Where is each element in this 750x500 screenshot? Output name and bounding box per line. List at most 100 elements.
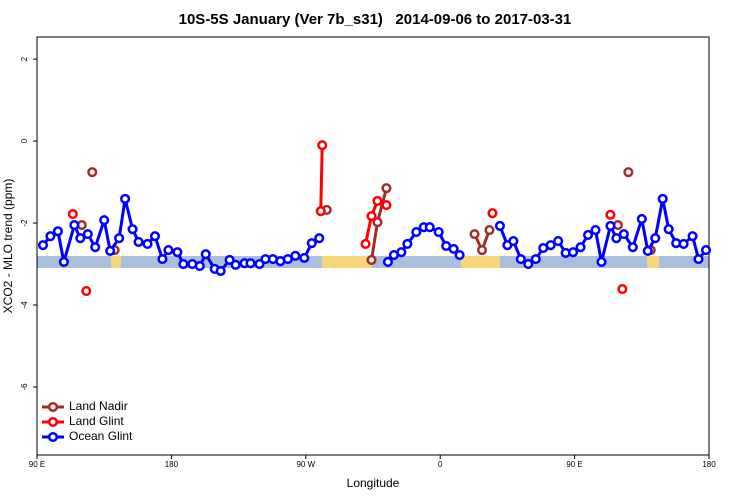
point: [523, 258, 534, 270]
point: [530, 254, 541, 265]
point: [366, 254, 377, 265]
legend-label: Land Glint: [69, 414, 124, 428]
point: [360, 238, 371, 250]
point: [382, 256, 393, 268]
point: [484, 224, 495, 236]
point: [623, 167, 634, 178]
point: [605, 209, 616, 220]
point: [37, 240, 49, 251]
land-strip: [461, 256, 500, 268]
point: [120, 193, 131, 204]
chart-title: 10S-5S January (Ver 7b_s31) 2014-09-06 t…: [179, 11, 572, 28]
legend-label: Ocean Glint: [69, 429, 133, 443]
x-tick-label: 180: [165, 460, 179, 469]
point: [618, 229, 629, 240]
point: [366, 211, 377, 222]
point: [215, 265, 226, 277]
point: [687, 231, 698, 242]
point: [90, 242, 101, 253]
x-tick-label: 90 E: [29, 460, 45, 469]
point: [582, 229, 594, 240]
point: [245, 258, 256, 269]
point: [650, 233, 661, 244]
x-tick-label: 90 W: [296, 460, 315, 469]
x-tick-label: 90 E: [566, 460, 582, 469]
point: [87, 167, 98, 178]
point: [299, 252, 310, 263]
point: [372, 217, 383, 228]
point: [67, 208, 78, 220]
point: [372, 195, 383, 206]
point: [315, 206, 326, 217]
point: [172, 247, 183, 258]
point: [553, 236, 564, 247]
point: [75, 233, 86, 244]
plot-frame: [36, 36, 710, 456]
point: [45, 231, 56, 242]
point: [127, 224, 138, 235]
point: [200, 249, 211, 260]
point: [290, 250, 301, 261]
point: [596, 256, 607, 268]
y-tick-label: 0: [20, 138, 29, 143]
point: [700, 245, 712, 256]
point: [396, 247, 407, 258]
point: [469, 229, 480, 240]
point: [82, 229, 93, 240]
point: [81, 286, 92, 297]
y-axis-label: XCO2 - MLO trend (ppm): [1, 179, 15, 314]
point: [494, 220, 505, 231]
point: [402, 238, 413, 250]
point: [642, 245, 653, 256]
x-axis-label: Longitude: [347, 476, 400, 490]
point: [515, 254, 526, 265]
y-tick-label: -4: [20, 301, 29, 309]
point: [590, 224, 601, 236]
point: [657, 193, 668, 204]
point: [224, 254, 235, 265]
point: [105, 245, 116, 256]
point: [381, 199, 392, 211]
point: [424, 222, 435, 233]
point: [611, 233, 622, 244]
series-line: [498, 198, 708, 266]
point: [230, 259, 241, 270]
point: [663, 224, 674, 235]
point: [411, 227, 422, 238]
series-line: [319, 145, 324, 212]
point: [52, 226, 63, 237]
point: [476, 245, 488, 256]
point: [605, 220, 616, 231]
point: [545, 240, 556, 251]
point: [381, 183, 392, 194]
legend-marker: [47, 431, 59, 443]
legend-marker: [47, 401, 59, 413]
point: [678, 238, 689, 250]
point: [58, 256, 69, 268]
point: [433, 227, 444, 238]
point: [317, 140, 328, 151]
point: [194, 261, 205, 272]
point: [114, 233, 125, 244]
point: [306, 238, 317, 249]
point: [133, 236, 144, 247]
point: [448, 243, 459, 254]
point: [575, 242, 586, 253]
legend-label: Land Nadir: [69, 399, 128, 413]
point: [617, 283, 628, 295]
land-strip: [647, 256, 659, 268]
point: [636, 213, 647, 225]
land-strip: [322, 256, 372, 268]
point: [254, 258, 265, 270]
land-strip: [111, 256, 121, 268]
point: [314, 233, 325, 244]
point: [149, 231, 161, 242]
point: [693, 254, 704, 265]
point: [69, 220, 80, 231]
point: [568, 247, 579, 258]
point: [157, 254, 168, 265]
y-tick-label: 2: [20, 56, 29, 61]
point: [142, 238, 153, 250]
